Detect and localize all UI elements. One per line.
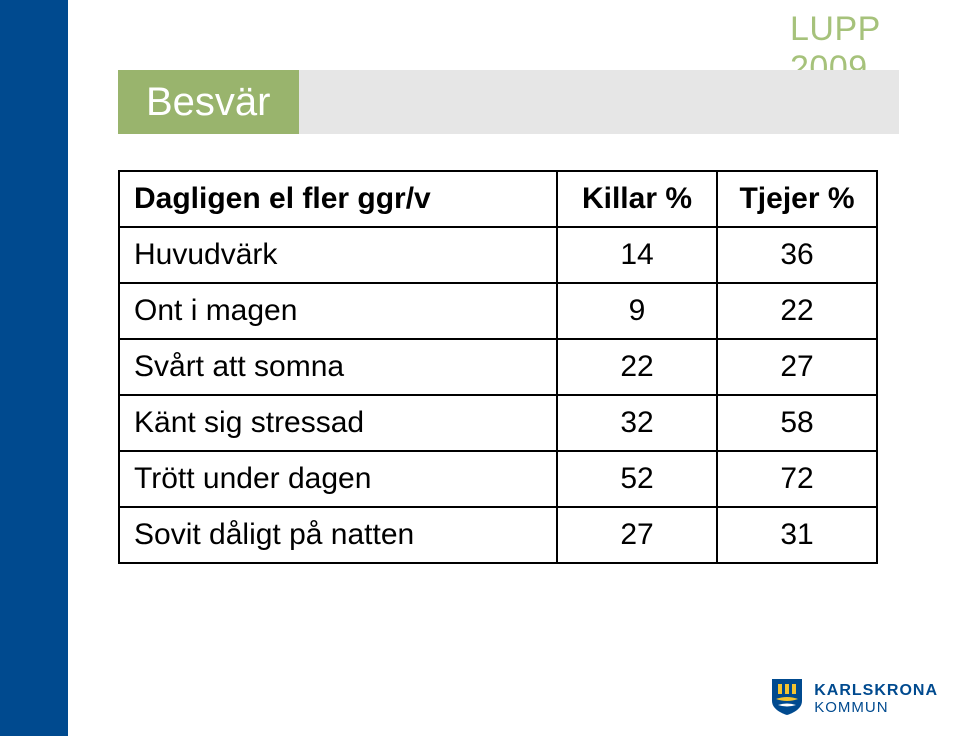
row-label: Ont i magen [119,283,557,339]
shield-icon [770,677,804,722]
title-gray-bar [299,70,899,134]
logo-text: KARLSKRONA KOMMUN [814,683,938,716]
row-killar: 52 [557,451,717,507]
col-header-label: Dagligen el fler ggr/v [119,171,557,227]
row-killar: 27 [557,507,717,563]
row-label: Sovit dåligt på natten [119,507,557,563]
row-label: Trött under dagen [119,451,557,507]
title-band: Besvär [118,70,899,134]
row-tjejer: 27 [717,339,877,395]
table-row: Känt sig stressad 32 58 [119,395,877,451]
row-tjejer: 31 [717,507,877,563]
table-row: Huvudvärk 14 36 [119,227,877,283]
row-killar: 9 [557,283,717,339]
municipality-logo: KARLSKRONA KOMMUN [770,677,938,722]
row-label: Svårt att somna [119,339,557,395]
row-killar: 32 [557,395,717,451]
row-tjejer: 58 [717,395,877,451]
left-accent-bar [0,0,68,736]
row-killar: 14 [557,227,717,283]
col-header-killar: Killar % [557,171,717,227]
row-tjejer: 36 [717,227,877,283]
table-row: Svårt att somna 22 27 [119,339,877,395]
row-killar: 22 [557,339,717,395]
col-header-tjejer: Tjejer % [717,171,877,227]
row-tjejer: 22 [717,283,877,339]
logo-line2: KOMMUN [814,700,938,716]
table-row: Sovit dåligt på natten 27 31 [119,507,877,563]
logo-line1: KARLSKRONA [814,683,938,700]
slide-title: Besvär [118,70,299,134]
table-header-row: Dagligen el fler ggr/v Killar % Tjejer % [119,171,877,227]
table-row: Trött under dagen 52 72 [119,451,877,507]
row-tjejer: 72 [717,451,877,507]
slide: LUPP 2009 Besvär Dagligen el fler ggr/v … [0,0,960,736]
row-label: Känt sig stressad [119,395,557,451]
table-row: Ont i magen 9 22 [119,283,877,339]
data-table: Dagligen el fler ggr/v Killar % Tjejer %… [118,170,878,564]
row-label: Huvudvärk [119,227,557,283]
data-table-wrap: Dagligen el fler ggr/v Killar % Tjejer %… [118,170,878,564]
